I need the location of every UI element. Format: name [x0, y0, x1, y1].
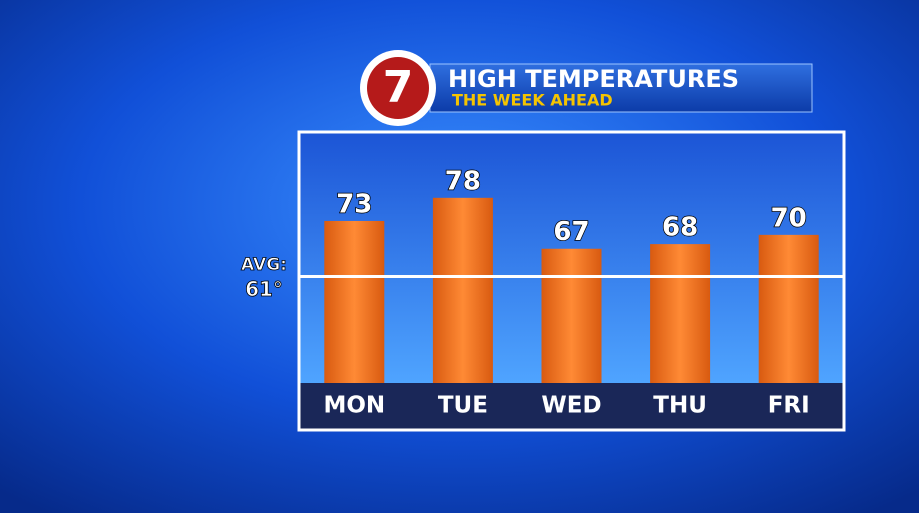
marks: 73 MON 78 TUE 67 WED 68 THU 70 FRI 61° [245, 166, 843, 419]
x-tick-label: FRI [768, 393, 810, 419]
value-label: 68 [662, 213, 698, 243]
chart-title: HIGH TEMPERATURES [448, 65, 739, 93]
bar [541, 248, 602, 383]
plot-frame [297, 130, 846, 432]
value-label: 73 [336, 189, 372, 219]
logo [367, 57, 429, 119]
x-tick-label: TUE [438, 393, 488, 419]
x-tick-label: MON [323, 393, 385, 419]
bar [650, 244, 711, 383]
value-label: 70 [771, 203, 807, 233]
average-label: AVG: [241, 255, 287, 275]
x-tick-label: THU [653, 393, 707, 419]
average-value: 61° [245, 277, 283, 301]
value-label: 67 [553, 217, 589, 247]
bar [432, 197, 493, 383]
bar [324, 220, 385, 383]
value-label: 78 [445, 166, 481, 196]
logo-text: 7 [383, 62, 414, 113]
x-tick-label: WED [541, 393, 601, 419]
chart-subtitle: THE WEEK AHEAD [452, 91, 613, 110]
bar [758, 234, 819, 383]
category-strip [300, 383, 843, 429]
